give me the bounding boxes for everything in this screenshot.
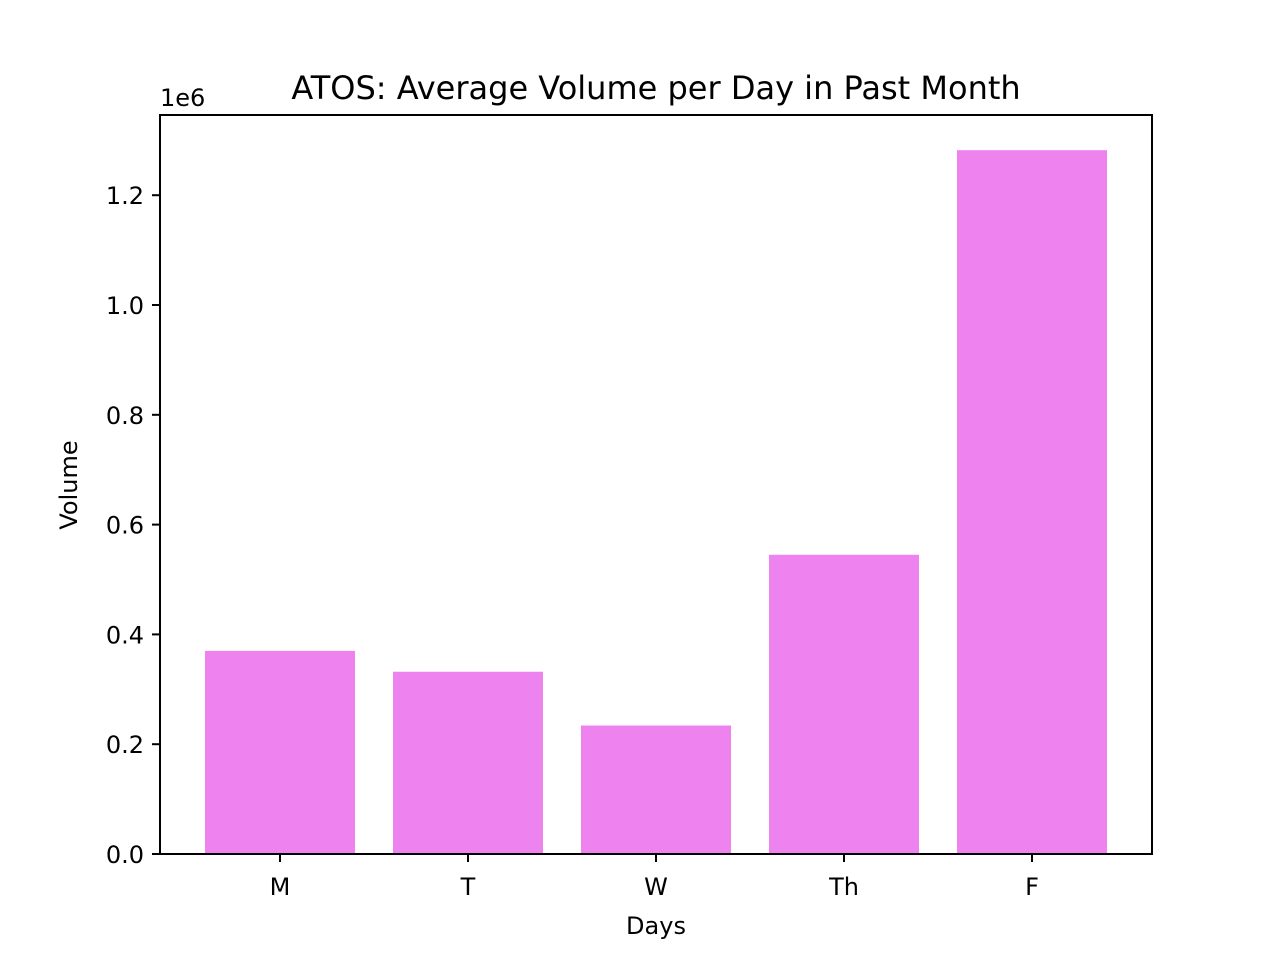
y-tick-label: 0.6 (106, 512, 144, 540)
x-tick-label: F (1025, 873, 1039, 901)
y-tick-label: 0.8 (106, 402, 144, 430)
plot-frame (159, 114, 1153, 855)
y-tick-label: 0.4 (106, 621, 144, 649)
bars-group (205, 150, 1107, 854)
bar-t (393, 671, 543, 854)
y-tick-label: 0.0 (106, 841, 144, 869)
x-tick-label: T (460, 873, 476, 901)
bar-f (957, 150, 1107, 854)
y-tick-label: 0.2 (106, 731, 144, 759)
chart-title: ATOS: Average Volume per Day in Past Mon… (291, 69, 1020, 107)
y-axis-ticks: 0.0 0.2 0.4 0.6 0.8 1.0 1.2 (106, 182, 160, 869)
y-axis-offset-label: 1e6 (160, 84, 205, 112)
bar-w (581, 725, 731, 854)
x-axis-label: Days (626, 912, 686, 940)
y-tick-label: 1.2 (106, 182, 144, 210)
x-tick-label: Th (828, 873, 859, 901)
bar-m (205, 650, 355, 854)
x-axis-ticks: M T W Th F (270, 854, 1039, 901)
bar-th (769, 554, 919, 854)
x-tick-label: M (270, 873, 291, 901)
y-axis-label: Volume (55, 440, 83, 529)
x-tick-label: W (644, 873, 668, 901)
y-tick-label: 1.0 (106, 292, 144, 320)
